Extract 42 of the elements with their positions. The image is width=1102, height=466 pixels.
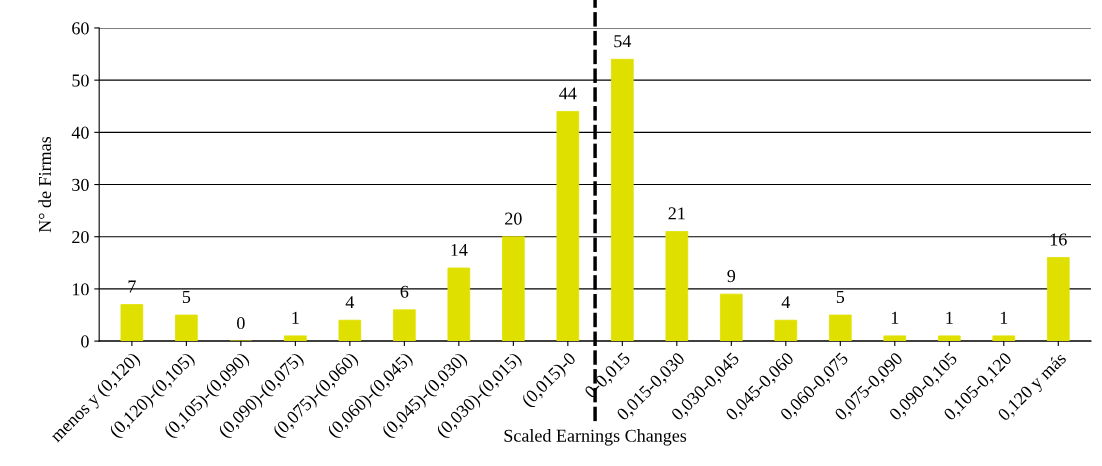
data-label: 21 [668, 207, 685, 220]
data-label: 0 [237, 316, 245, 330]
data-label: 1 [292, 311, 299, 324]
data-label: 44 [559, 87, 577, 100]
bar [447, 267, 471, 342]
data-label: 4 [781, 296, 791, 309]
data-label: 16 [1050, 233, 1067, 246]
y-axis-title: N° de Firmas [38, 136, 52, 233]
data-label: 1 [946, 311, 953, 324]
data-label: 1 [891, 311, 899, 324]
data-label: 9 [727, 270, 736, 283]
y-tick-label: 10 [72, 283, 89, 296]
data-label: 5 [836, 291, 845, 304]
y-tick-label: 30 [72, 178, 89, 191]
y-tick-label: 60 [72, 22, 89, 35]
bar [120, 304, 144, 342]
bar [720, 293, 743, 342]
y-tick-label: 0 [81, 335, 89, 348]
y-tick-label: 50 [72, 74, 89, 87]
bar [175, 314, 198, 342]
bar [611, 58, 634, 342]
bar [992, 335, 1016, 342]
bar [338, 319, 362, 342]
bar [502, 236, 525, 342]
data-label: 4 [345, 296, 355, 309]
data-label: 6 [400, 285, 409, 298]
data-label: 5 [182, 291, 191, 304]
bar [774, 319, 798, 342]
y-tick-label: 40 [71, 126, 89, 139]
bar [393, 309, 416, 342]
data-label: 20 [505, 212, 522, 225]
bar [556, 111, 580, 342]
bar [937, 335, 961, 342]
bar [1046, 257, 1070, 342]
bar [828, 314, 852, 342]
bar [284, 335, 307, 342]
data-label: 14 [451, 243, 468, 256]
y-tick-label: 20 [72, 230, 89, 244]
bar [665, 231, 689, 342]
data-label: 54 [614, 35, 632, 48]
data-label: 1 [1000, 311, 1008, 324]
bar [883, 335, 907, 342]
